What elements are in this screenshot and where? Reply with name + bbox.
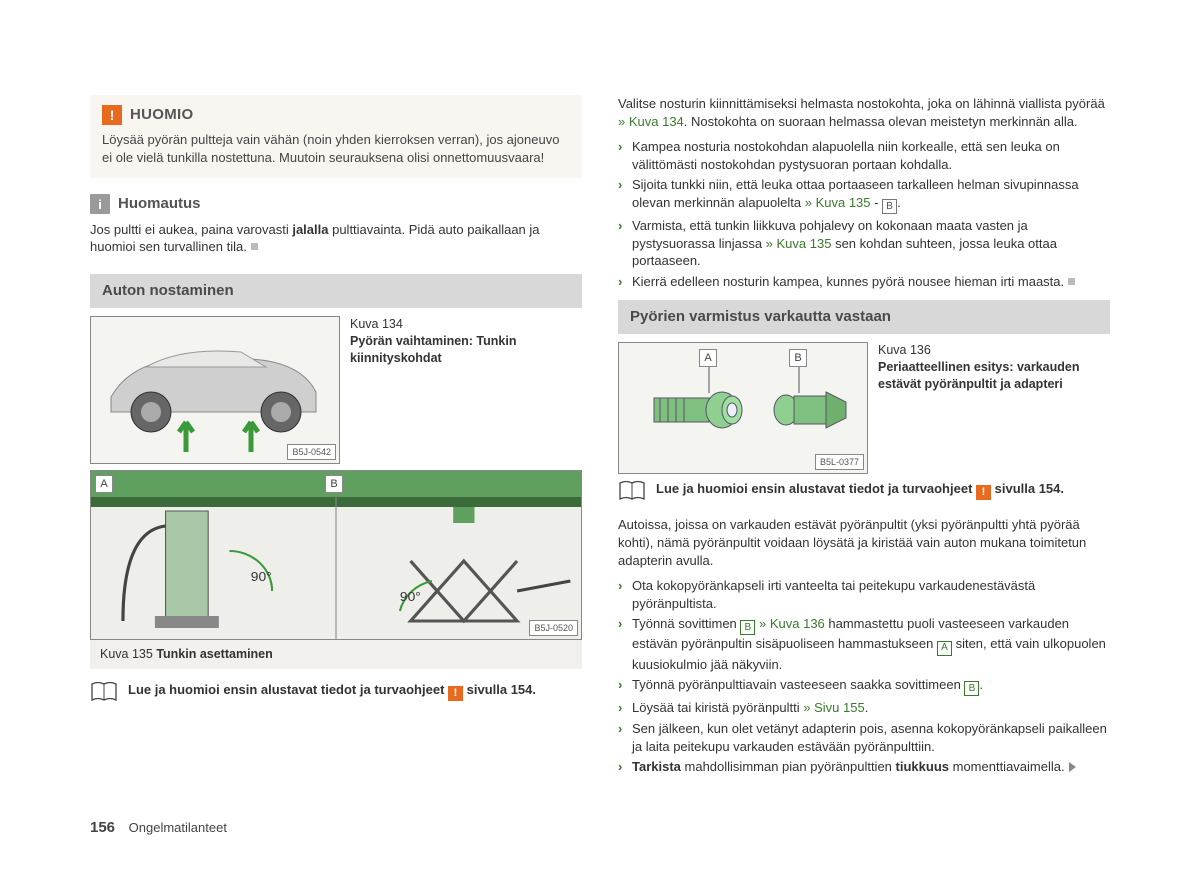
figure-135-label-a: A [95, 475, 113, 493]
figure-136-label-a: A [699, 349, 717, 367]
figure-135-caption: Kuva 135 Tunkin asettaminen [90, 640, 582, 669]
ref-b-icon: B [740, 620, 755, 635]
page-number: 156 [90, 819, 115, 836]
lifting-steps-list: Kampea nosturia nostokohdan alapuolella … [618, 138, 1110, 290]
warning-icon: ! [102, 105, 122, 125]
link-kuva-134: » Kuva 134 [618, 114, 684, 129]
figure-136: A B B5L-0377 Kuva 136 Periaatteellinen e… [618, 342, 1110, 474]
figure-136-caption: Kuva 136 Periaatteellinen esitys: varkau… [878, 342, 1110, 393]
list-item: Kampea nosturia nostokohdan alapuolella … [618, 138, 1110, 173]
figure-136-label-b: B [789, 349, 807, 367]
section-heading-theft: Pyörien varmistus varkautta vastaan [618, 300, 1110, 334]
ref-b-icon: B [882, 199, 897, 214]
right-intro-paragraph: Valitse nosturin kiinnittämiseksi helmas… [618, 95, 1110, 130]
link-kuva-135a: » Kuva 135 [805, 195, 871, 210]
warning-box: ! HUOMIO Löysää pyörän pultteja vain väh… [90, 95, 582, 178]
read-notice-right: Lue ja huomioi ensin alustavat tiedot ja… [618, 480, 1110, 502]
figure-134-code: B5J-0542 [287, 444, 336, 460]
warning-text: Löysää pyörän pultteja vain vähän (noin … [102, 131, 570, 166]
list-item: Sen jälkeen, kun olet vetänyt adapterin … [618, 720, 1110, 755]
figure-136-image: A B B5L-0377 [618, 342, 868, 474]
warning-ref-icon: ! [448, 686, 463, 701]
figure-136-code: B5L-0377 [815, 454, 864, 470]
theft-steps-list: Ota kokopyöränkapseli irti vanteelta tai… [618, 577, 1110, 776]
svg-text:90°: 90° [251, 569, 272, 584]
section-heading-lifting: Auton nostaminen [90, 274, 582, 308]
list-item: Tarkista mahdollisimman pian pyöränpultt… [618, 758, 1110, 776]
link-sivu-155: » Sivu 155 [803, 700, 864, 715]
read-notice-left: Lue ja huomioi ensin alustavat tiedot ja… [90, 681, 582, 703]
chapter-title: Ongelmatilanteet [129, 820, 227, 835]
warning-ref-icon: ! [976, 485, 991, 500]
list-item: Löysää tai kiristä pyöränpultti » Sivu 1… [618, 699, 1110, 717]
list-item: Työnnä pyöränpulttiavain vasteeseen saak… [618, 676, 1110, 696]
section-end-icon [1068, 278, 1075, 285]
list-item: Sijoita tunkki niin, että leuka ottaa po… [618, 176, 1110, 214]
warning-title: HUOMIO [130, 105, 193, 125]
list-item: Työnnä sovittimen B » Kuva 136 hammastet… [618, 615, 1110, 673]
list-item: Varmista, että tunkin liikkuva pohjalevy… [618, 217, 1110, 270]
theft-intro-paragraph: Autoissa, joissa on varkauden estävät py… [618, 516, 1110, 569]
info-icon: i [90, 194, 110, 214]
book-icon [618, 480, 646, 502]
link-kuva-136: » Kuva 136 [755, 616, 824, 631]
figure-135-code: B5J-0520 [529, 620, 578, 636]
figure-135-image: 90° 90° A B B5J-0520 [90, 470, 582, 640]
ref-b-icon: B [964, 681, 979, 696]
svg-text:90°: 90° [400, 589, 421, 604]
list-item: Ota kokopyöränkapseli irti vanteelta tai… [618, 577, 1110, 612]
link-kuva-135b: » Kuva 135 [766, 236, 832, 251]
figure-134-image: B5J-0542 [90, 316, 340, 464]
continue-icon [1069, 762, 1076, 772]
note-text: Jos pultti ei aukea, paina varovasti jal… [90, 221, 582, 256]
list-item: Kierrä edelleen nosturin kampea, kunnes … [618, 273, 1110, 291]
ref-a-icon: A [937, 641, 952, 656]
figure-135-label-b: B [325, 475, 343, 493]
figure-134: B5J-0542 Kuva 134 Pyörän vaihtaminen: Tu… [90, 316, 582, 464]
page-footer: 156 Ongelmatilanteet [90, 818, 227, 838]
figure-134-caption: Kuva 134 Pyörän vaihtaminen: Tunkin kiin… [350, 316, 582, 367]
note-heading: i Huomautus [90, 194, 582, 214]
note-title: Huomautus [118, 194, 201, 214]
book-icon [90, 681, 118, 703]
section-end-icon [251, 243, 258, 250]
